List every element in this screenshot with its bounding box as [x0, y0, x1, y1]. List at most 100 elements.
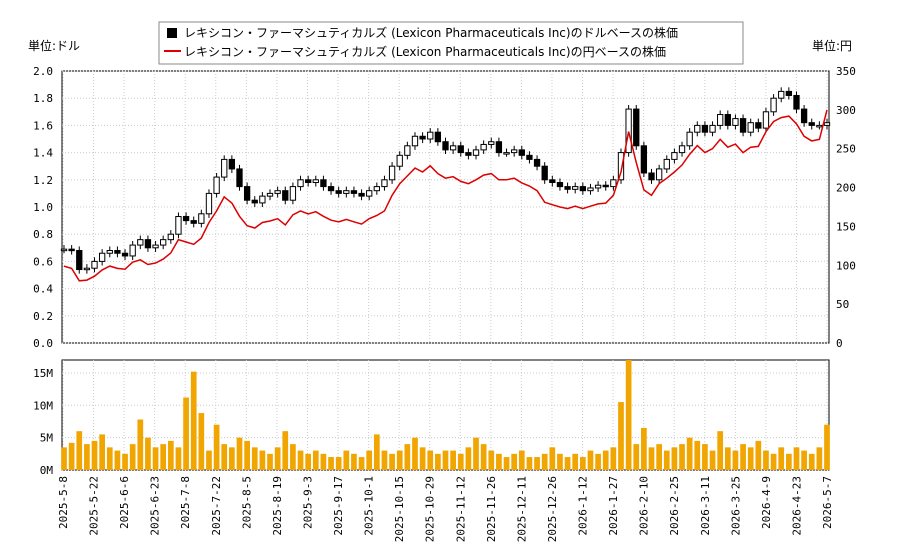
- x-tick-label: 2025-11-12: [454, 476, 467, 542]
- usd-candle: [617, 152, 625, 181]
- right-tick-label: 150: [836, 220, 856, 233]
- volume-bar: [595, 453, 601, 470]
- volume-bar: [91, 440, 98, 470]
- x-tick-label: 2025-10-29: [424, 476, 437, 542]
- usd-candle: [572, 186, 579, 190]
- usd-candle: [289, 186, 297, 201]
- usd-candle: [381, 179, 388, 188]
- x-tick-label: 2025-7-8: [179, 476, 192, 529]
- usd-candle: [511, 149, 518, 154]
- usd-candle: [388, 165, 396, 181]
- usd-candle: [350, 190, 358, 194]
- volume-bar: [282, 431, 289, 470]
- volume-bar: [610, 447, 617, 470]
- x-tick-label: 2025-9-17: [332, 476, 345, 536]
- usd-candle: [411, 135, 419, 147]
- volume-bar: [84, 444, 90, 470]
- legend-box: [158, 21, 744, 65]
- volume-bar: [747, 447, 754, 470]
- volume-bar: [671, 447, 678, 470]
- volume-bar: [755, 440, 762, 470]
- volume-tick-label: 0M: [40, 464, 54, 477]
- volume-bar: [686, 437, 693, 470]
- usd-candle: [541, 165, 548, 181]
- usd-candle: [114, 250, 121, 254]
- x-tick-label: 2026-2-10: [638, 476, 651, 536]
- volume-bar: [267, 453, 273, 470]
- usd-candle: [610, 179, 617, 188]
- right-axis-unit: 単位:円: [812, 38, 852, 53]
- x-tick-label: 2025-5-8: [57, 476, 70, 529]
- volume-bar: [274, 447, 281, 470]
- volume-bar: [229, 447, 235, 470]
- volume-bar: [114, 450, 121, 470]
- usd-candle: [533, 158, 541, 167]
- usd-candle: [205, 192, 213, 215]
- volume-bar: [251, 447, 258, 470]
- x-tick-label: 2025-5-22: [88, 476, 101, 536]
- usd-candle: [686, 131, 693, 147]
- usd-candle: [366, 190, 373, 197]
- volume-bar: [236, 437, 243, 470]
- usd-candle: [518, 149, 525, 156]
- usd-candle: [198, 213, 205, 224]
- volume-bar: [183, 397, 189, 470]
- volume-bar: [473, 437, 479, 470]
- usd-candle: [564, 186, 571, 190]
- x-tick-label: 2025-7-22: [210, 476, 223, 536]
- volume-bar: [702, 444, 708, 470]
- legend: レキシコン・ファーマシュティカルズ (Lexicon Pharmaceutica…: [158, 21, 744, 65]
- usd-candle: [106, 250, 113, 254]
- volume-bar: [335, 457, 342, 470]
- usd-candle: [823, 122, 831, 126]
- volume-bar: [122, 453, 128, 470]
- usd-candle: [312, 179, 319, 184]
- usd-candle: [678, 145, 686, 154]
- volume-axis-ticks: 0M 5M 10M 15M: [33, 367, 53, 477]
- volume-bar: [625, 360, 632, 470]
- x-tick-label: 2026-5-7: [821, 476, 834, 529]
- volume-bar: [373, 434, 380, 470]
- volume-tick-label: 15M: [33, 367, 53, 380]
- usd-candle: [663, 158, 670, 170]
- usd-candle: [778, 90, 785, 99]
- x-tick-label: 2026-4-9: [760, 476, 773, 529]
- left-tick-label: 0.6: [33, 255, 53, 268]
- usd-candle: [137, 239, 144, 246]
- left-tick-label: 1.8: [33, 92, 53, 105]
- usd-candle: [465, 152, 472, 156]
- volume-bar: [290, 444, 296, 470]
- volume-bar: [198, 413, 205, 470]
- usd-candle: [770, 97, 777, 113]
- volume-bar: [480, 444, 487, 470]
- x-tick-label: 2026-3-11: [699, 476, 712, 536]
- usd-candle: [129, 244, 136, 257]
- volume-bars: [61, 360, 830, 470]
- volume-bar: [366, 450, 373, 470]
- right-tick-label: 350: [836, 65, 856, 78]
- usd-candle: [587, 187, 594, 192]
- usd-candle: [755, 122, 762, 129]
- volume-bar: [145, 437, 151, 470]
- volume-bar: [76, 431, 83, 470]
- x-tick-label: 2025-6-6: [118, 476, 131, 529]
- x-tick-label: 2025-10-1: [363, 476, 376, 536]
- usd-candle: [167, 233, 174, 241]
- volume-bar: [503, 457, 510, 470]
- usd-candle: [449, 145, 457, 151]
- x-axis-ticks: 2025-5-8 2025-5-22 2025-6-6 2025-6-23 2025-7…: [57, 476, 834, 542]
- usd-candle: [427, 131, 434, 140]
- volume-bar: [694, 440, 701, 470]
- usd-candle: [213, 176, 220, 194]
- volume-bar: [824, 424, 830, 470]
- right-tick-label: 250: [836, 143, 856, 156]
- left-axis-ticks: 0.0 0.2 0.4 0.6 0.8 1.0 1.2 1.4 1.6 1.8 2.0: [33, 65, 53, 350]
- usd-candle: [633, 108, 640, 147]
- left-tick-label: 0.2: [33, 310, 53, 323]
- volume-grid: [62, 360, 829, 471]
- volume-bar: [549, 447, 556, 470]
- volume-bar: [404, 444, 411, 470]
- legend-label-jpy: レキシコン・ファーマシュティカルズ (Lexicon Pharmaceutica…: [184, 44, 666, 59]
- usd-candle: [816, 124, 823, 128]
